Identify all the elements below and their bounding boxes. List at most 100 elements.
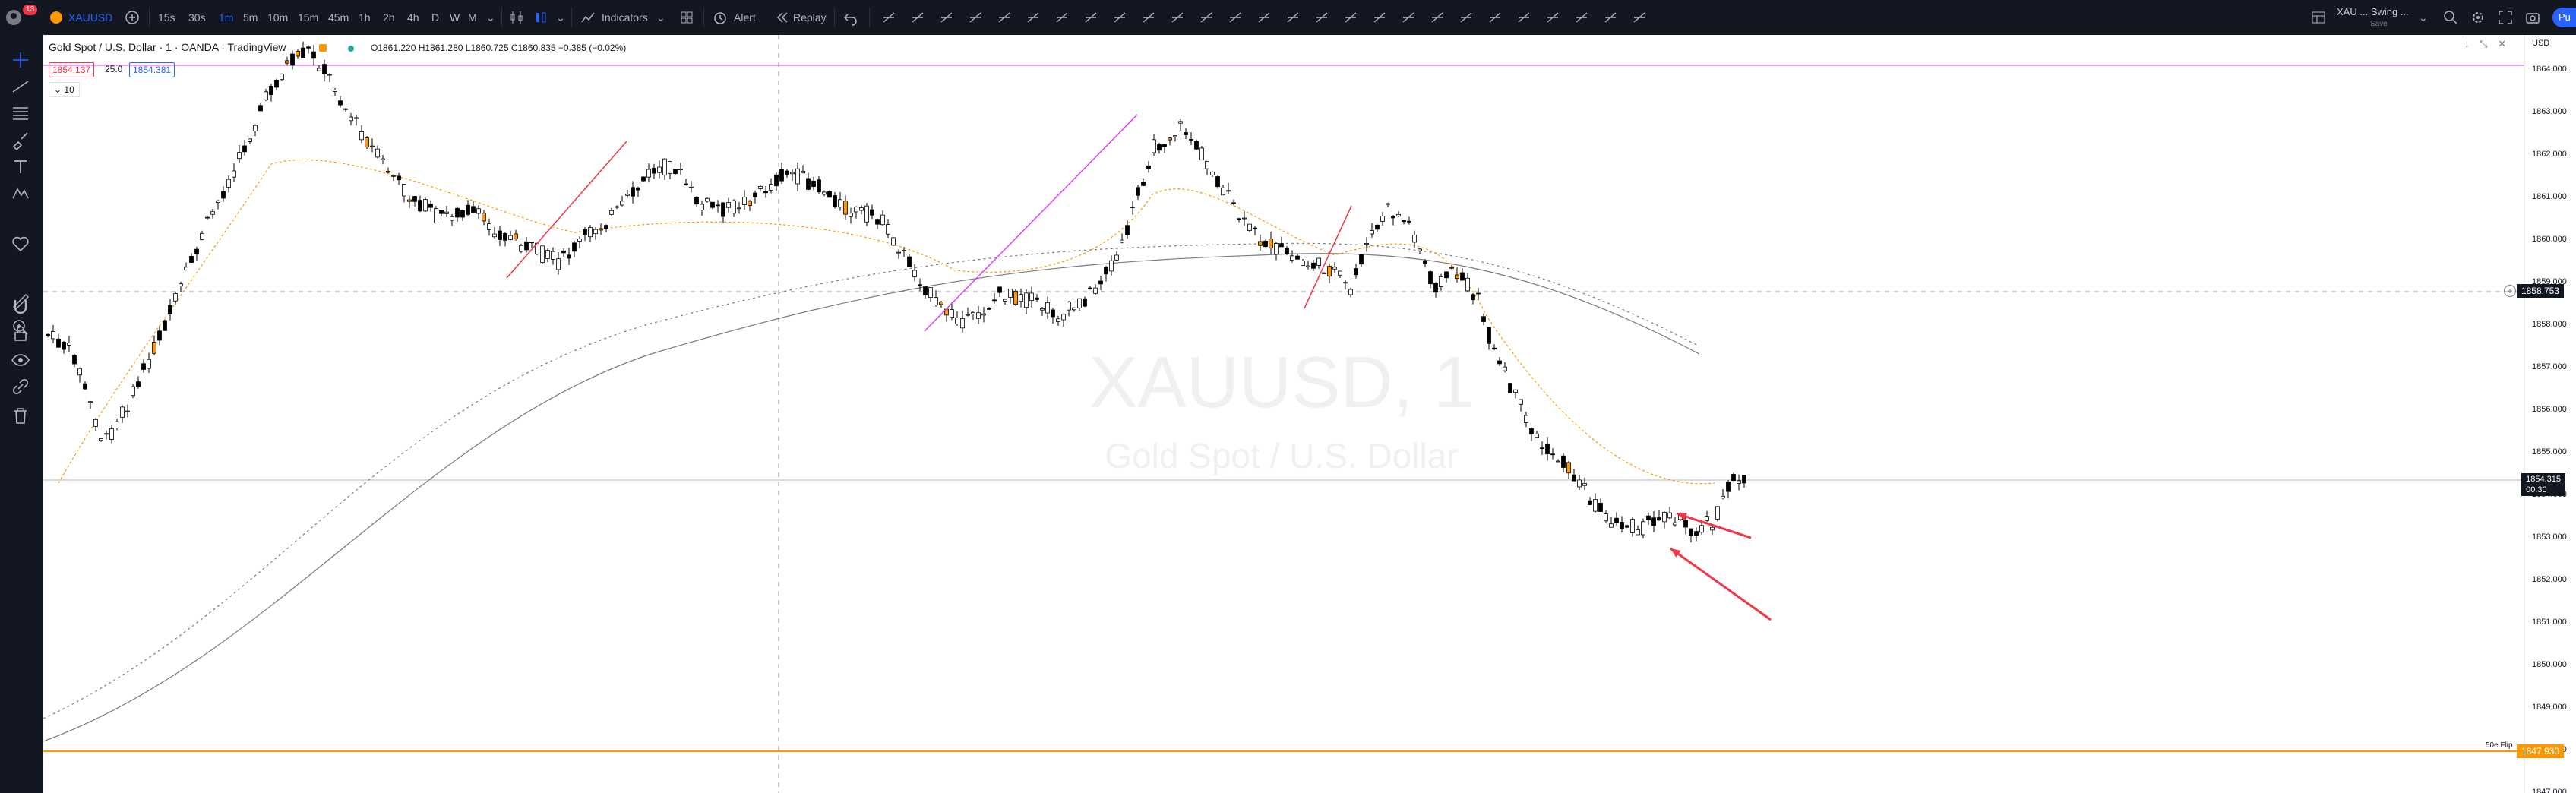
candle-body[interactable]	[136, 381, 141, 387]
candle-body[interactable]	[179, 283, 183, 286]
candle-body[interactable]	[1529, 428, 1534, 434]
candle-body[interactable]	[1114, 254, 1119, 261]
candle-body[interactable]	[1550, 453, 1555, 456]
interval-5m[interactable]: 5m	[243, 11, 258, 24]
candle-body[interactable]	[785, 170, 789, 175]
candle-body[interactable]	[1609, 523, 1614, 528]
candle-body[interactable]	[503, 233, 507, 241]
candle-body[interactable]	[1029, 292, 1034, 302]
candle-body[interactable]	[1242, 217, 1247, 220]
measure-icon[interactable]	[1255, 8, 1273, 27]
flag-icon[interactable]	[1082, 8, 1100, 27]
candle-body[interactable]	[1098, 280, 1103, 285]
candle-body[interactable]	[1306, 265, 1310, 267]
candle-body[interactable]	[572, 242, 577, 252]
candle-body[interactable]	[1040, 308, 1045, 311]
candle-body[interactable]	[1290, 255, 1294, 261]
candle-body[interactable]	[1338, 270, 1342, 276]
candle-body[interactable]	[1428, 271, 1433, 285]
candle-body[interactable]	[1460, 272, 1465, 281]
candle-body[interactable]	[56, 338, 61, 348]
candles-style-icon[interactable]	[507, 8, 526, 27]
candle-body[interactable]	[370, 145, 375, 147]
candle-body[interactable]	[1503, 366, 1507, 371]
candle-body[interactable]	[859, 207, 864, 211]
text-icon[interactable]	[11, 156, 30, 176]
candle-body[interactable]	[152, 342, 156, 354]
vertical-line-icon[interactable]	[1457, 8, 1475, 27]
candle-body[interactable]	[646, 169, 651, 178]
candle-body[interactable]	[1465, 277, 1470, 292]
candle-body[interactable]	[726, 202, 731, 208]
path-icon[interactable]	[1197, 8, 1215, 27]
candle-body[interactable]	[1423, 261, 1427, 264]
candle-body[interactable]	[1024, 292, 1029, 308]
candle-body[interactable]	[1173, 135, 1177, 137]
candle-body[interactable]	[631, 187, 635, 197]
candle-body[interactable]	[1641, 521, 1645, 536]
candle-body[interactable]	[992, 299, 997, 302]
candle-body[interactable]	[168, 305, 172, 314]
candle-body[interactable]	[46, 333, 50, 336]
price-chart[interactable]: XAUUSD, 1 Gold Spot / U.S. Dollar USD 18…	[43, 35, 2576, 793]
candle-body[interactable]	[365, 137, 369, 147]
candle-body[interactable]	[1630, 519, 1635, 533]
candle-body[interactable]	[301, 47, 305, 58]
candle-body[interactable]	[99, 438, 103, 441]
candle-body[interactable]	[221, 191, 226, 199]
candle-body[interactable]	[1056, 318, 1060, 322]
candle-body[interactable]	[1269, 238, 1273, 249]
candle-body[interactable]	[67, 343, 71, 346]
candle-body[interactable]	[1651, 517, 1656, 526]
candle-body[interactable]	[981, 313, 986, 316]
candle-body[interactable]	[1263, 240, 1268, 248]
candle-body[interactable]	[125, 410, 130, 412]
candle-body[interactable]	[524, 241, 529, 251]
candle-body[interactable]	[476, 208, 481, 214]
interval-15m[interactable]: 15m	[298, 11, 319, 24]
candle-body[interactable]	[1178, 121, 1183, 124]
candle-body[interactable]	[896, 251, 901, 254]
candle-body[interactable]	[322, 64, 327, 74]
candle-body[interactable]	[918, 284, 922, 286]
candle-body[interactable]	[1492, 347, 1497, 350]
candle-body[interactable]	[928, 287, 933, 298]
trash-icon[interactable]	[11, 406, 30, 425]
candle-body[interactable]	[1199, 147, 1204, 160]
candle-body[interactable]	[700, 204, 704, 210]
candle-body[interactable]	[1625, 525, 1629, 528]
candle-body[interactable]	[902, 250, 906, 251]
candle-body[interactable]	[1231, 202, 1236, 204]
candle-body[interactable]	[1210, 172, 1215, 175]
candle-body[interactable]	[1710, 526, 1715, 531]
candle-body[interactable]	[1077, 298, 1082, 308]
candle-body[interactable]	[1667, 512, 1672, 519]
candle-body[interactable]	[1120, 239, 1124, 243]
candle-body[interactable]	[732, 200, 736, 214]
candle-body[interactable]	[1146, 165, 1151, 169]
candle-body[interactable]	[1535, 433, 1539, 438]
candle-body[interactable]	[1455, 274, 1459, 280]
candle-body[interactable]	[402, 184, 406, 197]
candle-body[interactable]	[758, 186, 763, 189]
interval-W[interactable]: W	[450, 11, 460, 24]
candle-body[interactable]	[976, 312, 981, 319]
candle-body[interactable]	[1295, 255, 1300, 260]
brush-tool-icon[interactable]	[1284, 8, 1302, 27]
candle-body[interactable]	[966, 314, 970, 316]
candle-body[interactable]	[109, 428, 114, 440]
trend-angle-icon[interactable]	[880, 8, 898, 27]
candle-body[interactable]	[864, 205, 869, 223]
undo-icon[interactable]	[842, 8, 860, 27]
candle-body[interactable]	[1258, 241, 1263, 246]
candle-body[interactable]	[189, 255, 194, 263]
candle-body[interactable]	[333, 90, 337, 92]
candle-body[interactable]	[1449, 267, 1454, 269]
candle-body[interactable]	[838, 199, 842, 208]
candle-body[interactable]	[1402, 220, 1406, 223]
candle-body[interactable]	[583, 229, 587, 235]
candle-body[interactable]	[934, 297, 938, 305]
arrow-cursor-icon[interactable]	[1024, 8, 1042, 27]
candle-body[interactable]	[274, 79, 279, 88]
crosshair-tool-icon[interactable]	[909, 8, 927, 27]
